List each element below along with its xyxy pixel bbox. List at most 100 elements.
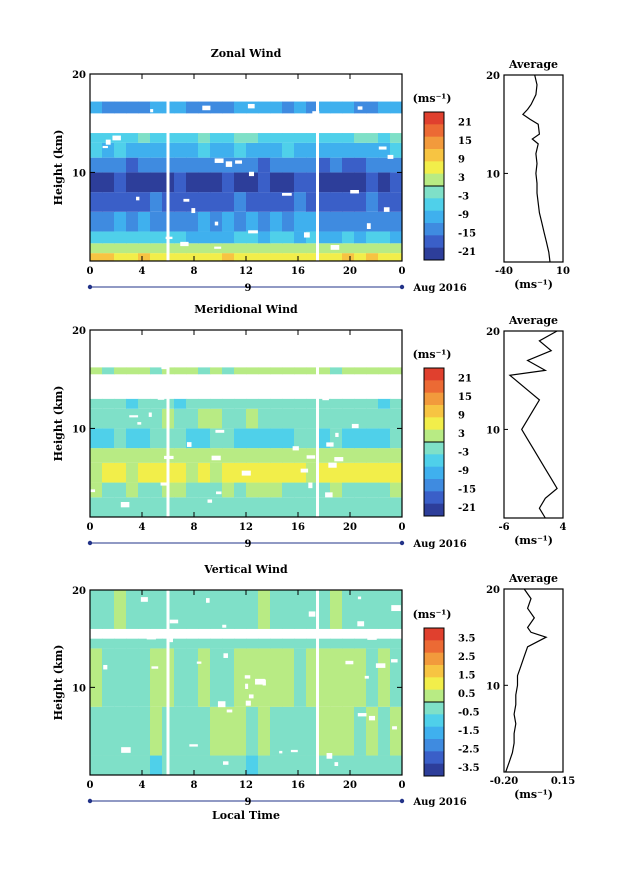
colorbar-tick-label: -15: [458, 484, 476, 495]
heatmap-cell: [102, 482, 115, 498]
colorbar-tick-label: -15: [458, 228, 476, 239]
colorbar-tick-label: 15: [458, 392, 472, 403]
heatmap-cell: [258, 462, 271, 483]
heatmap-cell: [90, 398, 103, 409]
y-axis-label: Height (km): [52, 130, 65, 206]
colorbar-swatch: [424, 491, 444, 505]
heatmap-cell: [246, 462, 259, 483]
heatmap-cell: [198, 192, 211, 212]
data-gap: [214, 246, 222, 249]
colorbar-tick-label: 15: [458, 136, 472, 147]
heatmap-cell: [186, 462, 199, 483]
heatmap-cell: [258, 142, 271, 158]
data-gap: [308, 611, 316, 617]
heatmap-cell: [234, 497, 247, 517]
heatmap-cell: [198, 243, 211, 254]
heatmap-cell: [354, 243, 367, 254]
heatmap-cell: [222, 755, 235, 775]
heatmap-cell: [294, 243, 307, 254]
data-gap: [120, 502, 130, 508]
heatmap-cell: [258, 157, 271, 173]
heatmap-cell: [366, 590, 379, 629]
heatmap-cell: [210, 367, 223, 375]
heatmap-cell: [354, 157, 367, 173]
heatmap-cell: [282, 482, 295, 498]
heatmap-cell: [198, 157, 211, 173]
colorbar-swatch: [424, 173, 444, 187]
heatmap-cell: [390, 482, 403, 498]
data-gap: [105, 139, 111, 145]
heatmap-cell: [342, 428, 355, 449]
colorbar-swatch: [424, 405, 444, 418]
data-gap: [261, 76, 269, 80]
heatmap-cell: [150, 482, 163, 498]
colorbar-swatch: [424, 247, 444, 261]
heatmap-cell: [318, 133, 331, 143]
heatmap-cell: [198, 172, 211, 193]
heatmap-cell: [90, 142, 103, 158]
heatmap-cell: [378, 462, 391, 483]
heatmap-cell: [270, 192, 283, 212]
heatmap-cell: [378, 648, 391, 707]
heatmap-cell: [246, 638, 259, 649]
heatmap-cell: [330, 101, 343, 114]
heatmap-cell: [138, 428, 151, 449]
heatmap-cell: [90, 428, 103, 449]
heatmap-cell: [270, 638, 283, 649]
heatmap-cell: [330, 398, 343, 409]
data-gap: [392, 726, 397, 730]
heatmap-cell: [150, 101, 163, 114]
data-gap: [202, 105, 211, 111]
heatmap-cell: [366, 482, 379, 498]
heatmap-cell: [318, 448, 331, 463]
colorbar-swatch: [424, 503, 444, 517]
heatmap-cell: [186, 211, 199, 232]
profile-x-tick-label: -40: [495, 266, 513, 277]
colorbar-swatch: [424, 186, 444, 199]
heatmap-cell: [342, 231, 355, 244]
heatmap-cell: [174, 243, 187, 254]
heatmap-cell: [90, 408, 103, 429]
data-gap: [322, 397, 329, 401]
heatmap-cell: [282, 133, 295, 143]
heatmap-cell: [174, 172, 187, 193]
colorbar-swatch: [424, 392, 444, 406]
heatmap-cell: [186, 253, 199, 261]
data-gap: [303, 232, 310, 238]
heatmap-cell: [378, 133, 391, 143]
heatmap-cell: [366, 462, 379, 483]
profile-frame: [503, 74, 564, 263]
heatmap-cell: [258, 497, 271, 517]
profile-x-tick-label: 4: [560, 522, 567, 533]
data-gap: [222, 624, 227, 628]
colorbar-tick-label: -21: [458, 247, 476, 258]
heatmap-cell: [90, 706, 103, 756]
heatmap-cell: [210, 590, 223, 629]
heatmap-cell: [318, 462, 331, 483]
panel-3: 0 4 8 12 16 20 0 10 20 Vertical Wind Height (km) 9 A…: [52, 563, 575, 822]
heatmap-cell: [330, 192, 343, 212]
heatmap-cell: [114, 398, 127, 409]
heatmap-cell: [174, 231, 187, 244]
data-gap: [186, 442, 192, 447]
heatmap-cell: [138, 142, 151, 158]
heatmap-cell: [102, 367, 115, 375]
heatmap-cell: [138, 172, 151, 193]
data-gap: [166, 330, 170, 517]
data-gap: [326, 753, 333, 759]
x-tick-label: 20: [343, 266, 357, 277]
heatmap-cell: [270, 648, 283, 707]
heatmap-cell: [222, 172, 235, 193]
heatmap-cell: [198, 638, 211, 649]
chart-title: Zonal Wind: [211, 47, 282, 60]
heatmap-cell: [138, 590, 151, 629]
data-gap: [101, 128, 106, 132]
heatmap-cell: [330, 211, 343, 232]
data-gap: [248, 171, 255, 177]
x-tick-label: 12: [239, 522, 253, 533]
profile-y-tick-label: 20: [486, 327, 500, 338]
heatmap-cell: [186, 398, 199, 409]
heatmap-cell: [270, 231, 283, 244]
heatmap-cell: [330, 367, 343, 375]
heatmap-cell: [114, 482, 127, 498]
